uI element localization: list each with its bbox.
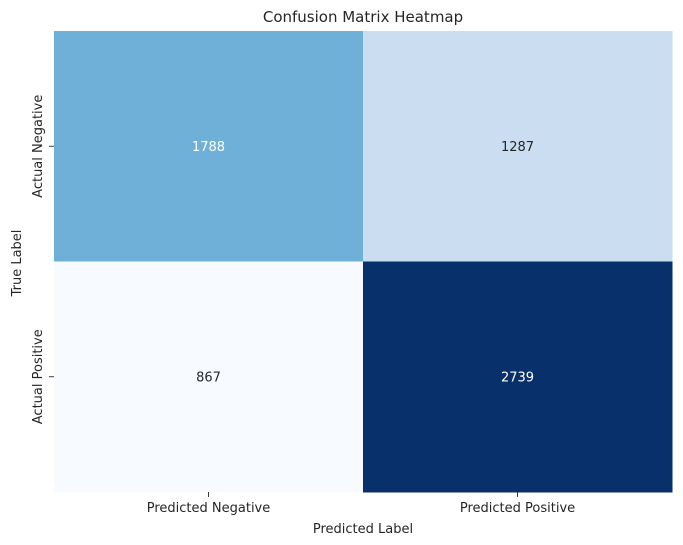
heatmap-cell-r0-c1 (363, 31, 673, 262)
heatmap-cell-r0-c0 (54, 31, 364, 262)
y-tick-label-0: Actual Negative (31, 95, 46, 198)
x-axis-label: Predicted Label (313, 522, 413, 537)
x-tick-label-0: Predicted Negative (147, 501, 271, 516)
y-tick-label-1: Actual Positive (31, 329, 46, 424)
cell-value-label-r0-c0: 1788 (192, 140, 225, 155)
chart-title: Confusion Matrix Heatmap (263, 8, 463, 26)
y-axis-label: True Label (10, 230, 25, 298)
cell-value-label-r1-c0: 867 (196, 370, 221, 385)
x-axis-ticks: Predicted Negative Predicted Positive (147, 492, 575, 516)
heatmap-cell-r1-c0 (54, 261, 364, 493)
cell-value-label-r1-c1: 2739 (501, 370, 534, 385)
heatmap-cells: 1788 1287 867 2739 (54, 31, 673, 493)
x-tick-label-1: Predicted Positive (460, 501, 575, 516)
heatmap-cell-r1-c1 (363, 261, 673, 493)
y-axis-ticks: Actual Negative Actual Positive (31, 95, 54, 424)
cell-value-label-r0-c1: 1287 (501, 140, 534, 155)
